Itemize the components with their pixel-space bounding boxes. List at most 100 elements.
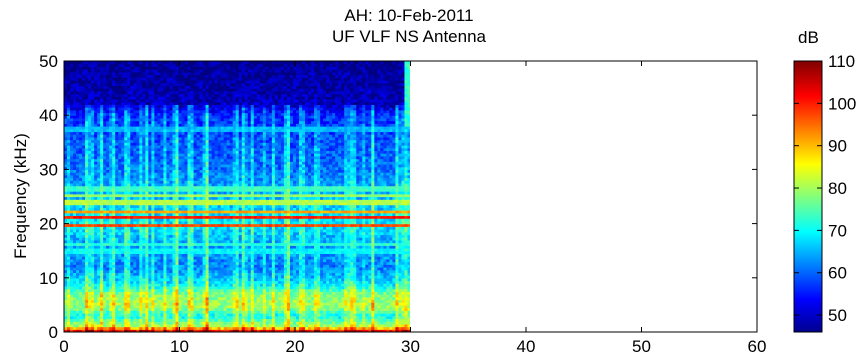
spectrogram-cell — [85, 210, 89, 214]
spectrogram-cell — [160, 109, 165, 114]
spectrogram-cell — [115, 261, 119, 265]
spectrogram-cell — [172, 310, 177, 314]
spectrogram-cell — [109, 291, 113, 295]
spectrogram-cell — [88, 134, 92, 138]
spectrogram-cell — [76, 107, 80, 111]
spectrogram-cell — [127, 120, 131, 124]
spectrogram-cell — [103, 280, 107, 284]
spectrogram-cell — [64, 269, 68, 273]
spectrogram-cell — [79, 310, 83, 314]
spectrogram-cell — [103, 77, 107, 81]
spectrogram-cell — [148, 261, 152, 265]
spectrogram-cell — [67, 285, 71, 290]
spectrogram-cell — [118, 79, 122, 84]
spectrogram-cell — [175, 131, 180, 135]
spectrogram-cell — [73, 253, 77, 257]
spectrogram-cell — [121, 315, 125, 320]
spectrogram-cell — [70, 215, 74, 219]
spectrogram-cell — [100, 226, 104, 230]
spectrogram-cell — [160, 218, 165, 222]
spectrogram-cell — [163, 93, 168, 97]
spectrogram-cell — [112, 321, 116, 325]
spectrogram-cell — [151, 142, 155, 146]
spectrogram-cell — [172, 66, 177, 70]
spectrogram-cell — [64, 147, 68, 152]
spectrogram-cell — [118, 234, 122, 238]
spectrogram-cell — [154, 115, 158, 119]
spectrogram-cell — [94, 294, 98, 298]
spectrogram-cell — [88, 196, 92, 200]
spectrogram-cell — [166, 291, 171, 295]
spectrogram-cell — [85, 288, 89, 292]
spectrogram-cell — [181, 220, 186, 225]
spectrogram-cell — [115, 239, 119, 244]
spectrogram-cell — [127, 210, 131, 214]
spectrogram-cell — [169, 261, 174, 265]
spectrogram-cell — [151, 307, 155, 311]
spectrogram-cell — [139, 256, 143, 260]
spectrogram-cell — [130, 196, 134, 200]
spectrogram-cell — [97, 201, 101, 206]
spectrogram-cell — [130, 258, 134, 263]
spectrogram-cell — [67, 79, 71, 84]
spectrogram-cell — [106, 237, 110, 241]
spectrogram-cell — [148, 220, 152, 225]
spectrogram-cell — [88, 177, 92, 181]
spectrogram-cell — [133, 117, 137, 122]
spectrogram-cell — [97, 207, 101, 211]
spectrogram-cell — [166, 63, 171, 68]
spectrogram-cell — [157, 266, 162, 271]
spectrogram-cell — [103, 182, 107, 187]
spectrogram-cell — [124, 229, 128, 233]
spectrogram-cell — [157, 161, 162, 165]
spectrogram-cell — [106, 90, 110, 95]
spectrogram-cell — [130, 104, 134, 108]
spectrogram-cell — [91, 163, 95, 168]
spectrogram-cell — [97, 85, 101, 89]
spectrogram-cell — [97, 199, 101, 203]
spectrogram-cell — [139, 196, 143, 200]
spectrogram-cell — [118, 269, 122, 273]
spectrogram-cell — [169, 117, 174, 122]
spectrogram-cell — [175, 280, 180, 284]
spectrogram-cell — [118, 313, 122, 317]
spectrogram-cell — [79, 326, 83, 330]
spectrogram-cell — [148, 166, 152, 170]
spectrogram-cell — [172, 166, 177, 170]
spectrogram-cell — [172, 237, 177, 241]
spectrogram-cell — [175, 155, 180, 160]
spectrogram-cell — [106, 294, 110, 298]
spectrogram-cell — [88, 96, 92, 100]
spectrogram-cell — [82, 134, 86, 138]
spectrogram-cell — [133, 201, 137, 206]
spectrogram-cell — [169, 136, 174, 141]
spectrogram-cell — [118, 242, 122, 246]
spectrogram-cell — [82, 153, 86, 157]
spectrogram-cell — [79, 163, 83, 168]
spectrogram-cell — [157, 231, 162, 236]
spectrogram-cell — [82, 229, 86, 233]
spectrogram-cell — [157, 134, 162, 138]
spectrogram-cell — [148, 128, 152, 133]
spectrogram-cell — [160, 302, 165, 306]
spectrogram-cell — [73, 223, 77, 227]
spectrogram-cell — [79, 104, 83, 108]
spectrogram-cell — [70, 299, 74, 303]
spectrogram-cell — [73, 74, 77, 78]
spectrogram-cell — [169, 123, 174, 127]
spectrogram-cell — [172, 174, 177, 179]
spectrogram-cell — [88, 66, 92, 70]
spectrogram-cell — [148, 291, 152, 295]
spectrogram-cell — [148, 61, 152, 65]
spectrogram-cell — [160, 272, 165, 276]
spectrogram-cell — [67, 120, 71, 124]
spectrogram-cell — [166, 79, 171, 84]
spectrogram-cell — [115, 109, 119, 114]
spectrogram-cell — [82, 182, 86, 187]
spectrogram-cell — [106, 120, 110, 124]
spectrogram-cell — [115, 250, 119, 255]
spectrogram-cell — [76, 326, 80, 330]
spectrogram-cell — [76, 188, 80, 192]
spectrogram-cell — [160, 158, 165, 162]
spectrogram-cell — [76, 61, 80, 65]
